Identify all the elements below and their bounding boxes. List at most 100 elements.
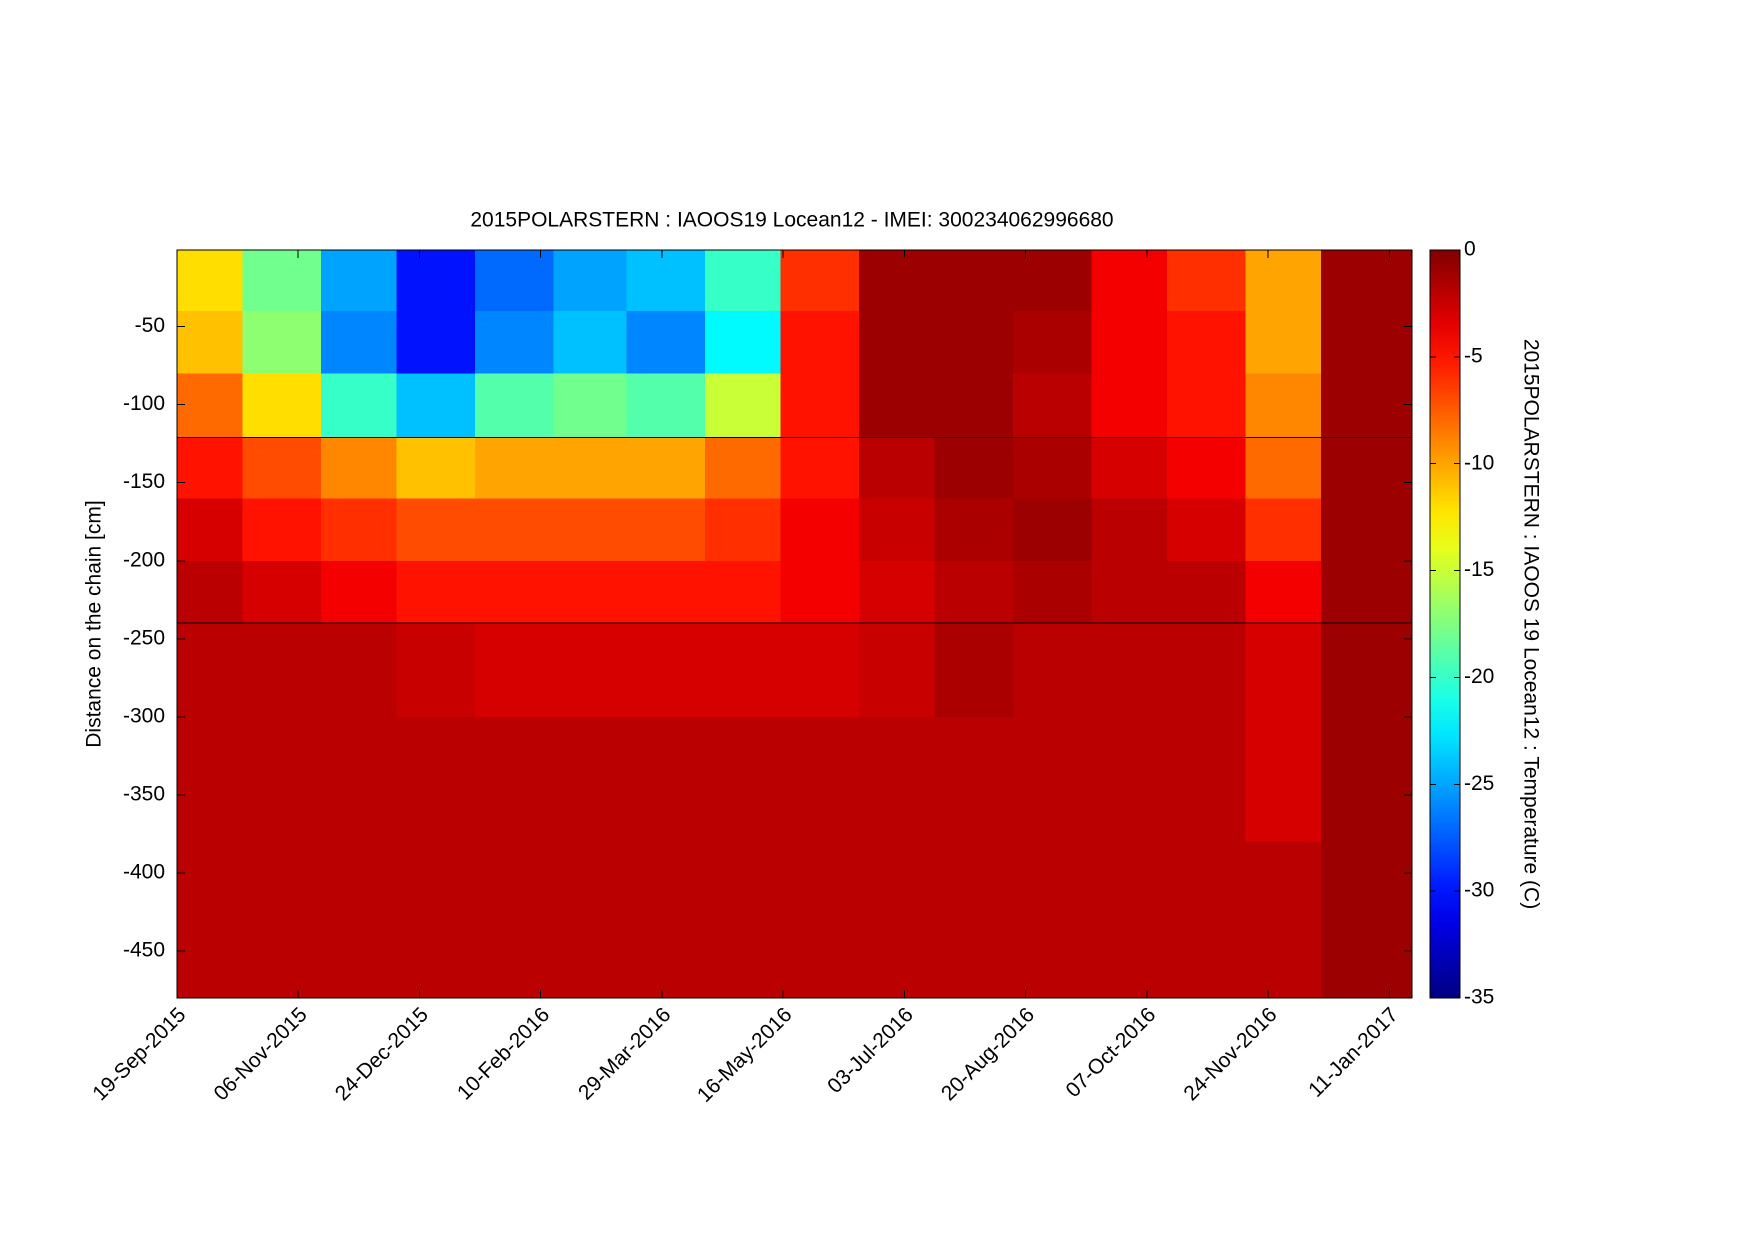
- heatmap-cell: [242, 560, 322, 624]
- heatmap-cell: [242, 373, 322, 438]
- heatmap-cell: [780, 560, 860, 624]
- heatmap-cell: [1321, 623, 1413, 718]
- heatmap-cell: [858, 250, 936, 312]
- colorbar-tick-label: -35: [1464, 986, 1494, 1009]
- heatmap-cell: [396, 623, 476, 718]
- heatmap-cell: [626, 716, 706, 843]
- y-tick-label: -250: [123, 626, 165, 649]
- heatmap-cell: [553, 716, 628, 843]
- heatmap-cell: [475, 841, 554, 999]
- colorbar-tick-label: -10: [1464, 451, 1494, 474]
- heatmap-cell: [1012, 437, 1092, 499]
- heatmap-cell: [177, 250, 244, 312]
- heatmap-cell: [1321, 310, 1413, 374]
- heatmap-cell: [396, 498, 476, 562]
- heatmap-cell: [1321, 373, 1413, 438]
- heatmap-cell: [934, 841, 1014, 999]
- y-tick-label: -100: [123, 392, 165, 415]
- heatmap-cell: [858, 560, 936, 624]
- heatmap-cell: [1167, 498, 1246, 562]
- plot-frame: [176, 249, 1413, 999]
- heatmap-cell: [475, 310, 554, 374]
- heatmap-cell: [1012, 623, 1092, 718]
- heatmap-cell: [704, 498, 782, 562]
- heatmap-cell: [626, 250, 706, 312]
- heatmap-cell: [626, 560, 706, 624]
- heatmap-cell: [858, 498, 936, 562]
- heatmap-cell: [626, 623, 706, 718]
- heatmap-cell: [320, 623, 398, 718]
- heatmap-cell: [320, 560, 398, 624]
- heatmap-cell: [475, 250, 554, 312]
- heatmap-cell: [242, 437, 322, 499]
- heatmap-cell: [858, 437, 936, 499]
- heatmap-cell: [177, 498, 244, 562]
- heatmap-cell: [704, 250, 782, 312]
- heatmap-cell: [858, 623, 936, 718]
- heatmap-cell: [1167, 250, 1246, 312]
- heatmap-cell: [934, 437, 1014, 499]
- heatmap-cell: [704, 560, 782, 624]
- heatmap-cell: [1012, 373, 1092, 438]
- heatmap-cell: [553, 623, 628, 718]
- heatmap-cell: [1321, 498, 1413, 562]
- heatmap-cell: [177, 716, 244, 843]
- heatmap-cell: [1012, 841, 1092, 999]
- y-tick-label: -150: [123, 470, 165, 493]
- heatmap-cell: [704, 716, 782, 843]
- heatmap-cell: [553, 841, 628, 999]
- chart-title: 2015POLARSTERN : IAOOS19 Locean12 - IMEI…: [470, 209, 1113, 232]
- heatmap-cell: [475, 716, 554, 843]
- heatmap-cell: [934, 716, 1014, 843]
- heatmap-cell: [780, 716, 860, 843]
- heatmap-cell: [1167, 437, 1246, 499]
- heatmap-cell: [320, 310, 398, 374]
- heatmap-cell: [780, 841, 860, 999]
- heatmap-cell: [242, 623, 322, 718]
- heatmap-cell: [1321, 560, 1413, 624]
- heatmap-cell: [780, 498, 860, 562]
- heatmap-cell: [396, 250, 476, 312]
- heatmap-cell: [242, 716, 322, 843]
- heatmap-cell: [320, 437, 398, 499]
- heatmap-cell: [780, 310, 860, 374]
- heatmap-cell: [1321, 841, 1413, 999]
- heatmap-cell: [1321, 716, 1413, 843]
- heatmap-cell: [704, 841, 782, 999]
- y-tick-label: -200: [123, 548, 165, 571]
- heatmap-cell: [1245, 373, 1322, 438]
- heatmap-cell: [934, 498, 1014, 562]
- heatmap-cell: [858, 310, 936, 374]
- y-tick-label: -50: [135, 314, 165, 337]
- heatmap-cell: [1167, 716, 1246, 843]
- x-tick-label: 16-May-2016: [693, 1003, 797, 1107]
- heatmap-cell: [626, 437, 706, 499]
- heatmap-cell: [177, 437, 244, 499]
- heatmap-cell: [780, 373, 860, 438]
- x-tick-label: 19-Sep-2015: [88, 1003, 190, 1105]
- heatmap-cell: [704, 437, 782, 499]
- heatmap-cell: [1091, 560, 1168, 624]
- y-tick-label: -450: [123, 939, 165, 962]
- heatmap-cell: [177, 623, 244, 718]
- heatmap-cell: [553, 437, 628, 499]
- heatmap-cell: [396, 560, 476, 624]
- heatmap-cell: [475, 623, 554, 718]
- heatmap-cell: [396, 437, 476, 499]
- x-tick-label: 10-Feb-2016: [453, 1003, 554, 1104]
- colorbar-tick-label: -25: [1464, 772, 1494, 795]
- heatmap-cell: [1321, 437, 1413, 499]
- heatmap-cell: [1091, 841, 1168, 999]
- heatmap-cell: [177, 560, 244, 624]
- heatmap-cell: [177, 310, 244, 374]
- heatmap-cell: [780, 623, 860, 718]
- heatmap-cell: [242, 498, 322, 562]
- colorbar-tick-label: -5: [1464, 344, 1483, 367]
- heatmap-cell: [626, 373, 706, 438]
- heatmap-cell: [1091, 716, 1168, 843]
- heatmap-cell: [704, 623, 782, 718]
- heatmap-cell: [934, 310, 1014, 374]
- x-tick-label: 24-Nov-2016: [1179, 1003, 1281, 1105]
- x-tick-label: 29-Mar-2016: [574, 1003, 675, 1104]
- heatmap-cell: [626, 310, 706, 374]
